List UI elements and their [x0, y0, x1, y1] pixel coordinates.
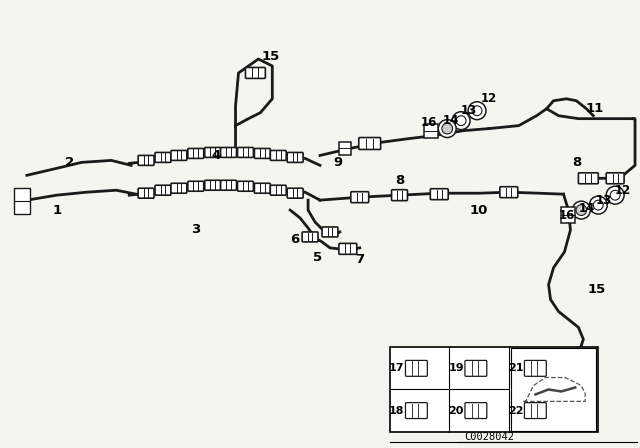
Text: 17: 17	[388, 363, 404, 373]
Text: 18: 18	[388, 405, 404, 416]
FancyBboxPatch shape	[255, 148, 270, 159]
FancyBboxPatch shape	[465, 403, 487, 418]
FancyBboxPatch shape	[351, 192, 369, 202]
FancyBboxPatch shape	[155, 152, 171, 162]
FancyBboxPatch shape	[500, 187, 518, 198]
Text: C0028042: C0028042	[464, 432, 514, 442]
Bar	[561, 207, 575, 223]
Text: 8: 8	[395, 174, 404, 187]
Text: 13: 13	[461, 104, 477, 117]
Text: 19: 19	[448, 363, 464, 373]
FancyBboxPatch shape	[221, 147, 237, 157]
Text: 12: 12	[481, 92, 497, 105]
FancyBboxPatch shape	[188, 148, 204, 159]
Circle shape	[442, 123, 452, 134]
Bar	[511, 348, 596, 431]
FancyBboxPatch shape	[205, 180, 221, 190]
Circle shape	[452, 112, 470, 129]
FancyBboxPatch shape	[270, 185, 286, 195]
FancyBboxPatch shape	[270, 151, 286, 160]
Text: 21: 21	[508, 363, 524, 373]
FancyBboxPatch shape	[171, 151, 187, 160]
Text: 14: 14	[579, 202, 595, 215]
Text: 16: 16	[558, 209, 575, 222]
FancyBboxPatch shape	[255, 183, 270, 193]
FancyBboxPatch shape	[606, 173, 624, 184]
FancyBboxPatch shape	[237, 147, 253, 157]
Circle shape	[456, 116, 466, 125]
Text: 9: 9	[333, 156, 342, 169]
Text: 1: 1	[52, 203, 61, 216]
Text: 15: 15	[587, 283, 605, 296]
Circle shape	[468, 102, 486, 120]
Circle shape	[572, 201, 590, 219]
Bar	[339, 142, 351, 155]
FancyBboxPatch shape	[205, 147, 221, 157]
FancyBboxPatch shape	[465, 360, 487, 376]
Text: 10: 10	[470, 203, 488, 216]
FancyBboxPatch shape	[406, 403, 428, 418]
FancyBboxPatch shape	[524, 360, 547, 376]
FancyBboxPatch shape	[532, 371, 554, 383]
FancyBboxPatch shape	[221, 180, 237, 190]
FancyBboxPatch shape	[392, 190, 408, 201]
FancyBboxPatch shape	[287, 152, 303, 162]
Text: 15: 15	[261, 50, 280, 63]
Text: 7: 7	[355, 253, 364, 266]
FancyBboxPatch shape	[322, 227, 338, 237]
Bar	[390, 347, 598, 432]
Text: 14: 14	[443, 114, 460, 127]
Bar	[424, 124, 438, 138]
Circle shape	[593, 200, 603, 210]
FancyBboxPatch shape	[188, 181, 204, 191]
FancyBboxPatch shape	[155, 185, 171, 195]
Text: 13: 13	[596, 194, 612, 207]
FancyBboxPatch shape	[138, 155, 154, 165]
FancyBboxPatch shape	[246, 68, 266, 78]
Text: 6: 6	[291, 233, 300, 246]
FancyBboxPatch shape	[579, 173, 598, 184]
Circle shape	[576, 205, 587, 215]
Text: 5: 5	[314, 251, 323, 264]
FancyBboxPatch shape	[524, 403, 547, 418]
Circle shape	[589, 196, 607, 214]
Text: 22: 22	[508, 405, 524, 416]
Circle shape	[610, 190, 620, 200]
FancyBboxPatch shape	[287, 188, 303, 198]
Circle shape	[438, 120, 456, 138]
FancyBboxPatch shape	[430, 189, 448, 200]
Circle shape	[606, 186, 624, 204]
FancyBboxPatch shape	[406, 360, 428, 376]
Text: 4: 4	[211, 149, 220, 162]
Text: 2: 2	[65, 156, 74, 169]
FancyBboxPatch shape	[138, 188, 154, 198]
Bar	[14, 188, 30, 214]
FancyBboxPatch shape	[171, 183, 187, 193]
Text: 11: 11	[585, 102, 604, 115]
FancyBboxPatch shape	[339, 243, 356, 254]
Text: 12: 12	[615, 184, 631, 197]
Text: 3: 3	[191, 224, 200, 237]
FancyBboxPatch shape	[302, 232, 318, 242]
Text: 16: 16	[421, 116, 438, 129]
FancyBboxPatch shape	[359, 138, 381, 150]
Text: 8: 8	[572, 156, 581, 169]
FancyBboxPatch shape	[237, 181, 253, 191]
Circle shape	[472, 106, 482, 116]
Text: 20: 20	[448, 405, 464, 416]
